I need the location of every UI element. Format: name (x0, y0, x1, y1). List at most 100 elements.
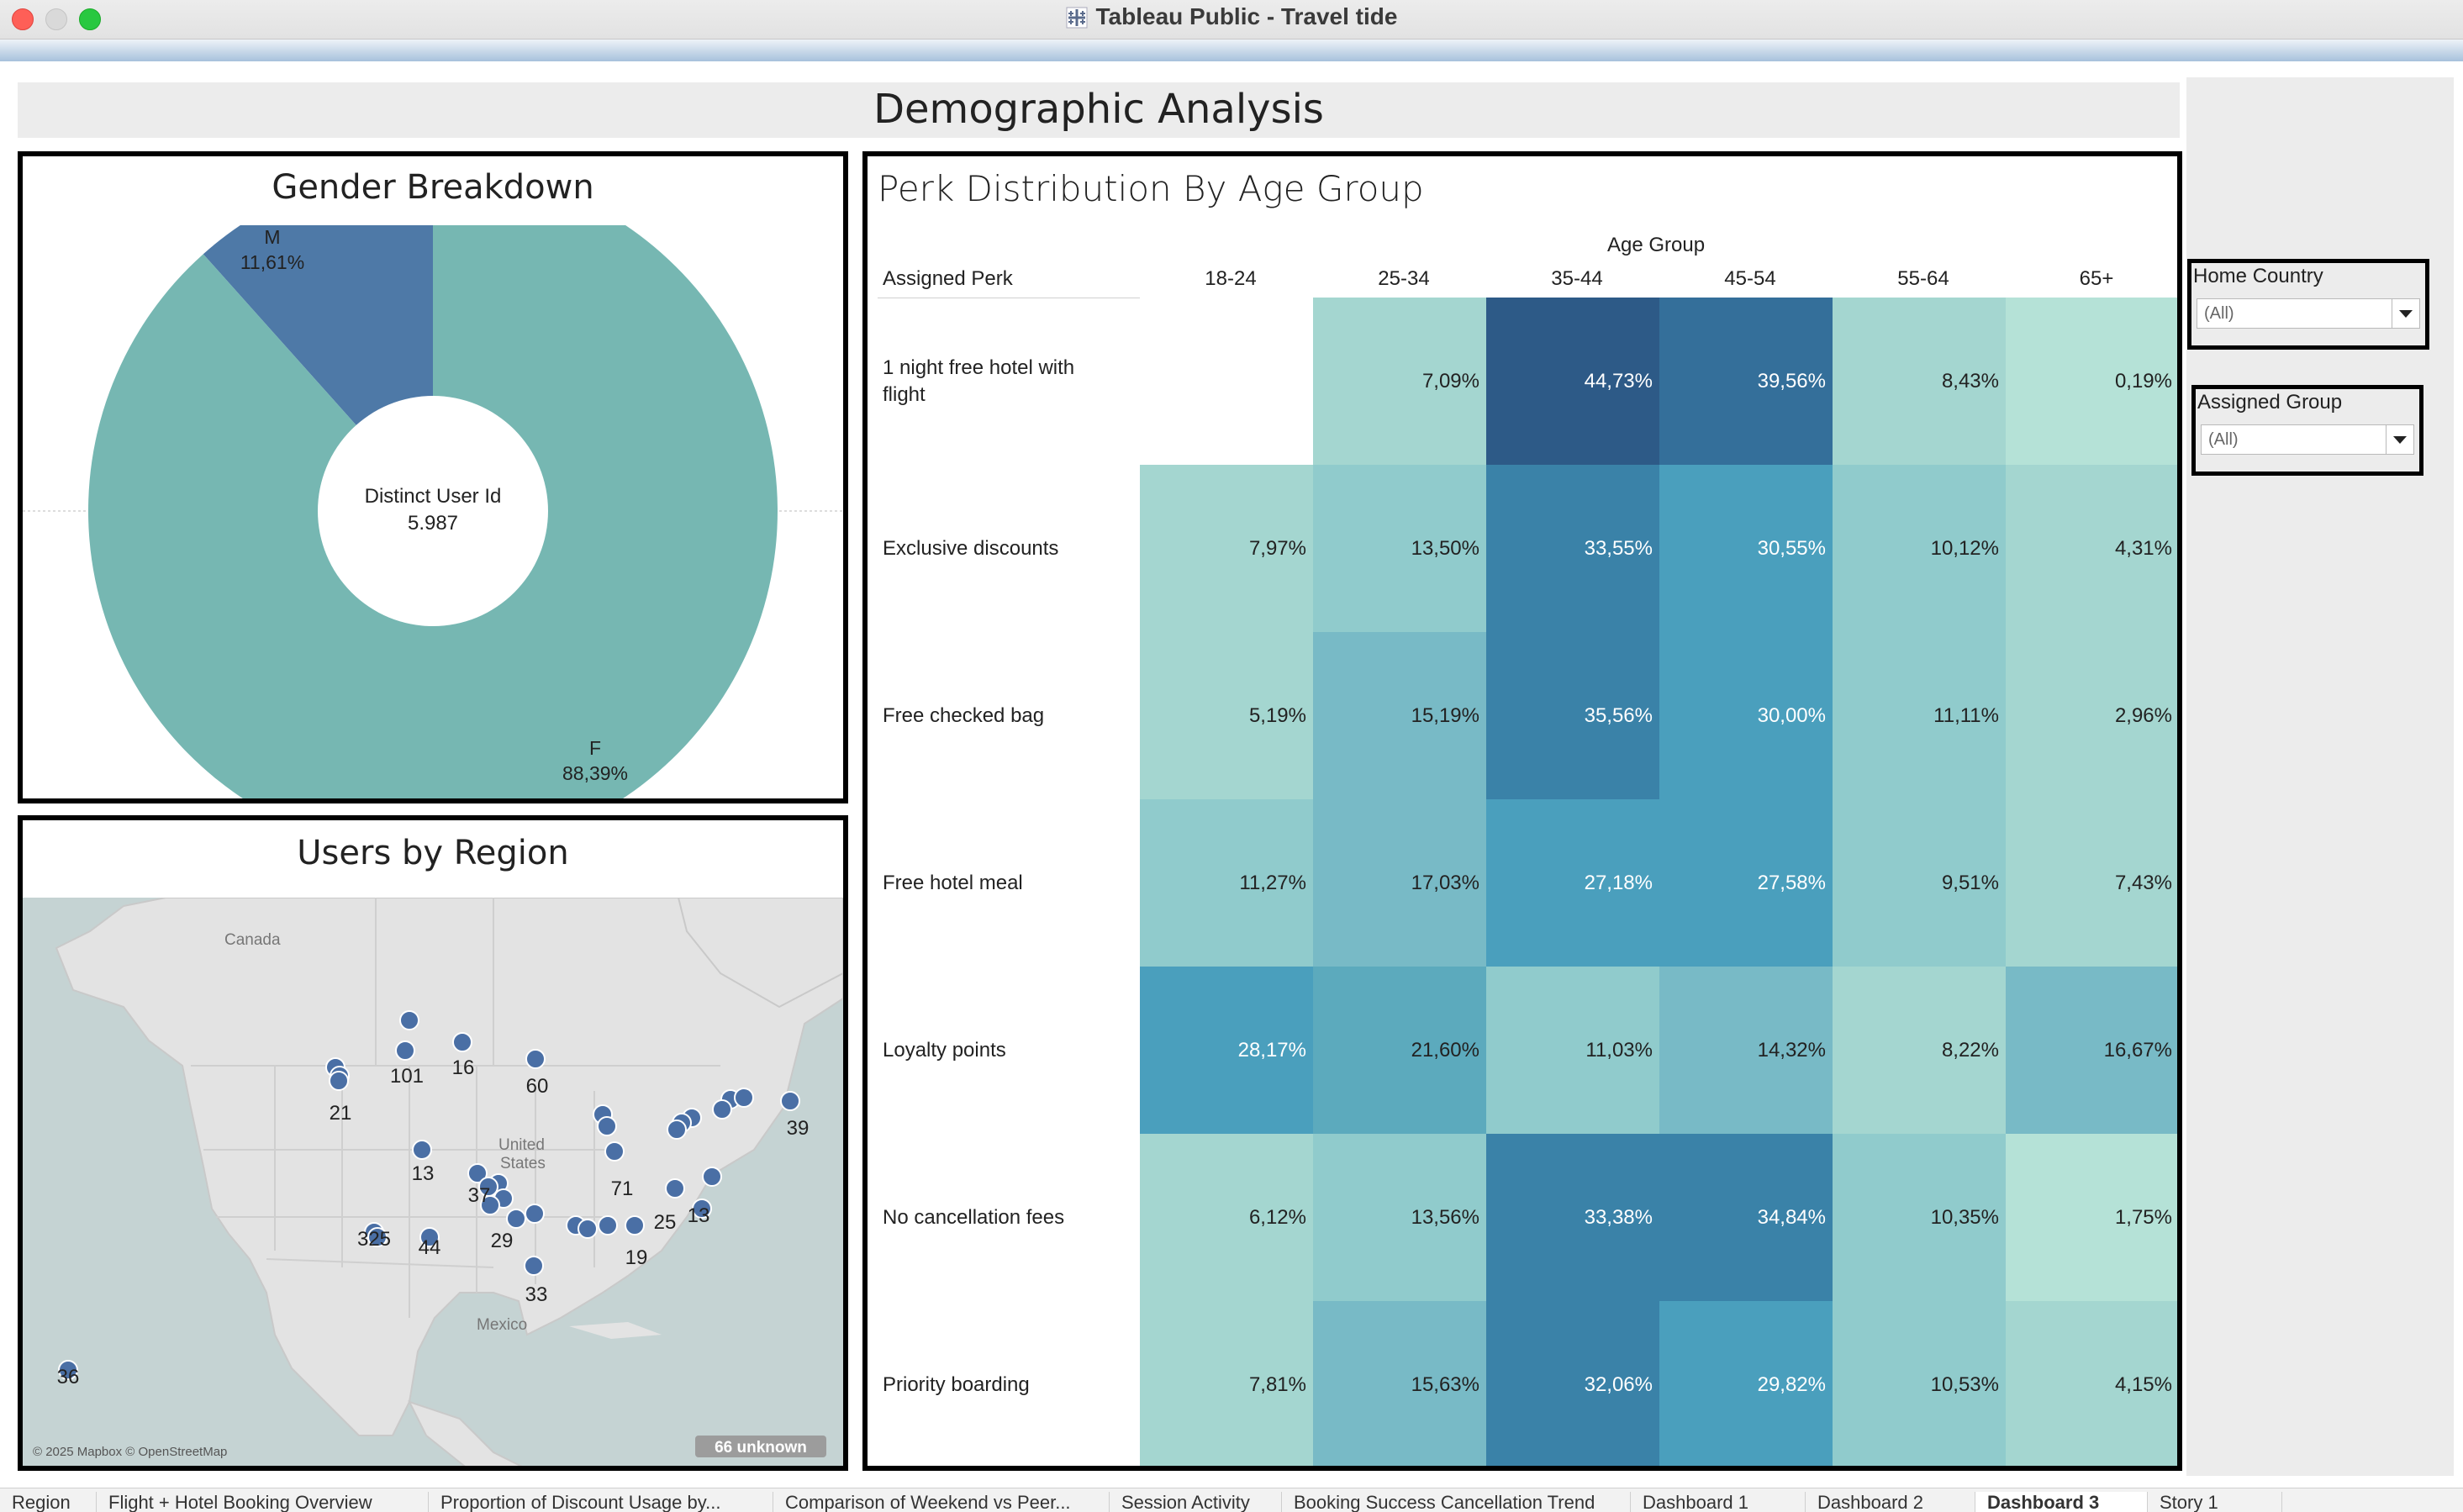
heatmap-cell[interactable]: 10,53% (1833, 1301, 2006, 1466)
heatmap-cell[interactable]: 5,19% (1140, 632, 1313, 799)
heatmap-cell[interactable]: 10,12% (1833, 465, 2006, 632)
age-column-header: 65+ (2079, 267, 2114, 290)
map-marker[interactable] (329, 1071, 349, 1091)
heatmap-cell[interactable]: 34,84% (1659, 1134, 1833, 1301)
map-marker[interactable] (625, 1215, 645, 1235)
close-window-button[interactable] (12, 8, 34, 30)
map-marker[interactable] (712, 1099, 732, 1120)
map-cluster-label: 25 (654, 1211, 677, 1234)
heatmap-cell[interactable]: 30,00% (1659, 632, 1833, 799)
map-marker[interactable] (399, 1010, 419, 1030)
map-marker[interactable] (598, 1215, 618, 1235)
heatmap-cell[interactable]: 10,35% (1833, 1134, 2006, 1301)
heatmap-cell[interactable]: 13,50% (1313, 465, 1486, 632)
heatmap-cell[interactable]: 21,60% (1313, 967, 1486, 1134)
heatmap-cell[interactable]: 11,03% (1486, 967, 1659, 1134)
map-borders (191, 898, 720, 1318)
sheet-tab[interactable]: Booking Success Cancellation Trend (1282, 1492, 1631, 1512)
heatmap-cell[interactable]: 1,75% (2006, 1134, 2177, 1301)
heatmap-cell[interactable]: 29,82% (1659, 1301, 1833, 1466)
map-marker[interactable] (525, 1204, 545, 1224)
map-label-mexico: Mexico (477, 1316, 527, 1334)
map-marker[interactable] (734, 1088, 754, 1108)
map-marker[interactable] (597, 1116, 617, 1136)
chevron-down-icon[interactable] (2386, 425, 2413, 454)
heatmap-cell[interactable]: 11,11% (1833, 632, 2006, 799)
map-marker[interactable] (395, 1040, 415, 1061)
map-marker[interactable] (702, 1167, 722, 1187)
map-marker[interactable] (524, 1256, 544, 1276)
heatmap-cell[interactable]: 27,18% (1486, 799, 1659, 967)
sheet-tab[interactable]: Dashboard 2 (1806, 1492, 1975, 1512)
map-marker[interactable] (58, 1360, 78, 1380)
map-marker[interactable] (367, 1227, 388, 1247)
zoom-window-button[interactable] (79, 8, 101, 30)
heatmap-cell[interactable]: 17,03% (1313, 799, 1486, 967)
heatmap-cell[interactable]: 11,27% (1140, 799, 1313, 967)
heatmap-cell[interactable]: 39,56% (1659, 298, 1833, 465)
sheet-tab[interactable]: Dashboard 1 (1631, 1492, 1806, 1512)
home-country-filter: Home Country (All) (2187, 259, 2429, 350)
heatmap-cell[interactable]: 33,38% (1486, 1134, 1659, 1301)
map-marker[interactable] (780, 1091, 800, 1111)
map-land-central-america (408, 1400, 523, 1466)
map-attribution[interactable]: © 2025 Mapbox © OpenStreetMap (33, 1445, 227, 1459)
unknown-badge[interactable]: 66 unknown (695, 1436, 826, 1457)
sheet-tab[interactable]: Comparison of Weekend vs Peer... (773, 1492, 1110, 1512)
heatmap-cell[interactable]: 28,17% (1140, 967, 1313, 1134)
heatmap-cell[interactable]: 30,55% (1659, 465, 1833, 632)
map-marker[interactable] (419, 1227, 440, 1247)
region-map[interactable]: Canada United States Mexico 101 16 60 21… (23, 898, 843, 1469)
heatmap-cell[interactable]: 16,67% (2006, 967, 2177, 1134)
map-marker[interactable] (578, 1219, 598, 1239)
sheet-tab[interactable]: Flight + Hotel Booking Overview (97, 1492, 429, 1512)
heatmap-cell[interactable] (1140, 298, 1313, 465)
map-marker[interactable] (412, 1140, 432, 1160)
heatmap-cell[interactable]: 7,81% (1140, 1301, 1313, 1466)
map-cluster-label: 36 (57, 1366, 80, 1388)
map-marker[interactable] (665, 1178, 685, 1199)
map-marker[interactable] (506, 1209, 526, 1229)
map-marker[interactable] (480, 1195, 500, 1215)
heatmap-cell[interactable]: 32,06% (1486, 1301, 1659, 1466)
heatmap-cell[interactable]: 7,97% (1140, 465, 1313, 632)
map-marker[interactable] (452, 1032, 472, 1052)
assigned-group-select[interactable]: (All) (2201, 424, 2414, 455)
map-marker[interactable] (667, 1120, 687, 1140)
sheet-tab[interactable]: Proportion of Discount Usage by... (429, 1492, 773, 1512)
heatmap-cell[interactable]: 8,22% (1833, 967, 2006, 1134)
minimize-window-button[interactable] (45, 8, 67, 30)
heatmap-cell[interactable]: 2,96% (2006, 632, 2177, 799)
heatmap-cell[interactable]: 9,51% (1833, 799, 2006, 967)
heatmap-cell[interactable]: 14,32% (1659, 967, 1833, 1134)
heatmap-cell[interactable]: 15,63% (1313, 1301, 1486, 1466)
sheet-tab[interactable]: Region (0, 1492, 97, 1512)
home-country-select[interactable]: (All) (2197, 298, 2420, 329)
heatmap-cell[interactable]: 27,58% (1659, 799, 1833, 967)
gender-donut-chart: Distinct User Id 5.987 M 11,61% F 88,39% (23, 225, 843, 798)
heatmap-cell[interactable]: 8,43% (1833, 298, 2006, 465)
heatmap-cell[interactable]: 35,56% (1486, 632, 1659, 799)
sheet-tab[interactable]: Session Activity (1110, 1492, 1282, 1512)
heatmap-cell[interactable]: 4,15% (2006, 1301, 2177, 1466)
heatmap-cell[interactable]: 33,55% (1486, 465, 1659, 632)
map-marker[interactable] (467, 1163, 488, 1183)
sheet-tab[interactable]: Story 1 (2148, 1492, 2282, 1512)
heatmap-cell[interactable]: 13,56% (1313, 1134, 1486, 1301)
heatmap-cell[interactable]: 7,09% (1313, 298, 1486, 465)
heatmap-cell[interactable]: 44,73% (1486, 298, 1659, 465)
perk-row-label: Free hotel meal (883, 871, 1023, 894)
heatmap-cell[interactable]: 6,12% (1140, 1134, 1313, 1301)
heatmap-cell[interactable]: 4,31% (2006, 465, 2177, 632)
heatmap-cell[interactable]: 15,19% (1313, 632, 1486, 799)
map-marker[interactable] (525, 1049, 546, 1069)
map-land-greenland (677, 898, 843, 1009)
heatmap-cell[interactable]: 7,43% (2006, 799, 2177, 967)
chevron-down-icon[interactable] (2392, 299, 2419, 328)
gender-breakdown-panel: Gender Breakdown Distinct User Id 5.987 … (18, 151, 848, 803)
age-group-header: Age Group (1607, 234, 1706, 256)
heatmap-cell[interactable]: 0,19% (2006, 298, 2177, 465)
map-marker[interactable] (604, 1141, 625, 1162)
sheet-tab[interactable]: Dashboard 3 (1975, 1492, 2148, 1512)
map-marker[interactable] (692, 1199, 712, 1219)
